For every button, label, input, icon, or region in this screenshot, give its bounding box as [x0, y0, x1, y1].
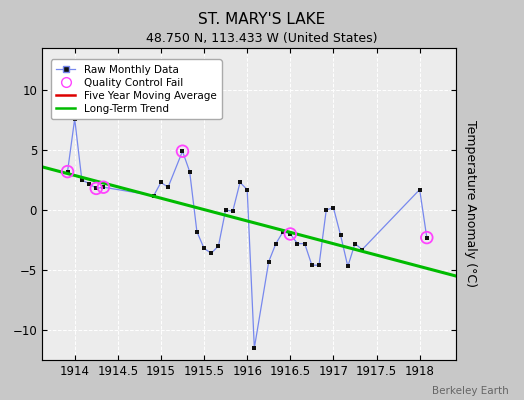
- Point: [344, 263, 352, 270]
- Point: [92, 185, 101, 192]
- Point: [71, 116, 79, 122]
- Point: [265, 258, 273, 265]
- Point: [185, 168, 194, 175]
- Point: [308, 262, 316, 268]
- Point: [63, 168, 72, 175]
- Point: [99, 184, 107, 190]
- Point: [286, 231, 294, 237]
- Point: [222, 207, 230, 213]
- Point: [300, 240, 309, 247]
- Point: [272, 240, 280, 247]
- Point: [157, 179, 165, 186]
- Point: [423, 234, 431, 241]
- Text: Berkeley Earth: Berkeley Earth: [432, 386, 508, 396]
- Point: [322, 207, 331, 213]
- Point: [336, 232, 345, 238]
- Legend: Raw Monthly Data, Quality Control Fail, Five Year Moving Average, Long-Term Tren: Raw Monthly Data, Quality Control Fail, …: [51, 60, 222, 119]
- Point: [286, 231, 294, 237]
- Text: 48.750 N, 113.433 W (United States): 48.750 N, 113.433 W (United States): [146, 32, 378, 45]
- Point: [63, 168, 72, 175]
- Point: [207, 250, 215, 256]
- Point: [214, 243, 223, 249]
- Y-axis label: Temperature Anomaly (°C): Temperature Anomaly (°C): [464, 120, 477, 288]
- Point: [416, 186, 424, 193]
- Point: [78, 177, 86, 183]
- Point: [423, 234, 431, 241]
- Point: [99, 184, 107, 190]
- Point: [149, 192, 158, 199]
- Point: [358, 246, 366, 253]
- Point: [315, 262, 323, 268]
- Point: [200, 245, 208, 252]
- Point: [243, 186, 252, 193]
- Point: [293, 240, 302, 247]
- Point: [164, 184, 172, 190]
- Point: [279, 228, 287, 235]
- Text: ST. MARY'S LAKE: ST. MARY'S LAKE: [199, 12, 325, 27]
- Point: [329, 204, 337, 211]
- Point: [193, 228, 201, 235]
- Point: [228, 208, 237, 214]
- Point: [351, 240, 359, 247]
- Point: [178, 148, 187, 154]
- Point: [236, 179, 244, 186]
- Point: [178, 148, 187, 154]
- Point: [250, 345, 258, 351]
- Point: [92, 185, 101, 192]
- Point: [85, 180, 93, 187]
